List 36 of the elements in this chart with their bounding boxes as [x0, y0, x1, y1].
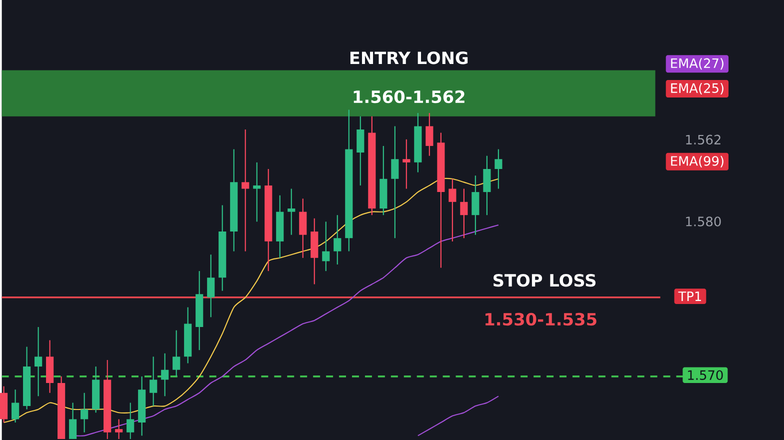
- text: 1.570: [688, 370, 723, 380]
- text: 1.580: [686, 216, 721, 226]
- candlestick: [161, 352, 169, 397]
- candlestick: [288, 188, 296, 236]
- text: 1.562: [686, 134, 720, 145]
- candlestick: [115, 418, 123, 440]
- candlestick: [126, 402, 134, 440]
- candlestick: [460, 188, 468, 239]
- candlestick: [299, 198, 307, 258]
- candlestick: [494, 148, 502, 190]
- candlestick: [253, 162, 261, 222]
- candlestick: [356, 116, 364, 186]
- candlestick: [322, 221, 330, 272]
- candlestick: [80, 392, 88, 433]
- candlestick: [448, 178, 456, 242]
- candlestick: [472, 175, 480, 236]
- text: EMA(25): [671, 83, 724, 95]
- candlestick: [334, 214, 342, 266]
- candlestick: [207, 254, 215, 318]
- text: EMA(27): [671, 58, 724, 70]
- annotation: 1.530-1.535: [486, 312, 596, 326]
- candlestick: [12, 389, 20, 424]
- text: 1.560-1.562: [354, 90, 464, 104]
- candlestick: [483, 155, 491, 216]
- candlestick: [150, 356, 158, 407]
- text: TP1: [678, 292, 701, 302]
- candlestick: [402, 138, 410, 190]
- band-label: ENTRY LONG: [350, 51, 468, 64]
- text: EMA(99): [671, 156, 724, 168]
- candlestick: [426, 112, 434, 156]
- candlestick: [391, 126, 399, 239]
- candlestick: [242, 128, 250, 252]
- candlestick: [34, 326, 42, 397]
- candlestick: [172, 330, 180, 377]
- ref-line-label: STOP LOSS: [494, 274, 596, 287]
- candlestick: [69, 402, 77, 440]
